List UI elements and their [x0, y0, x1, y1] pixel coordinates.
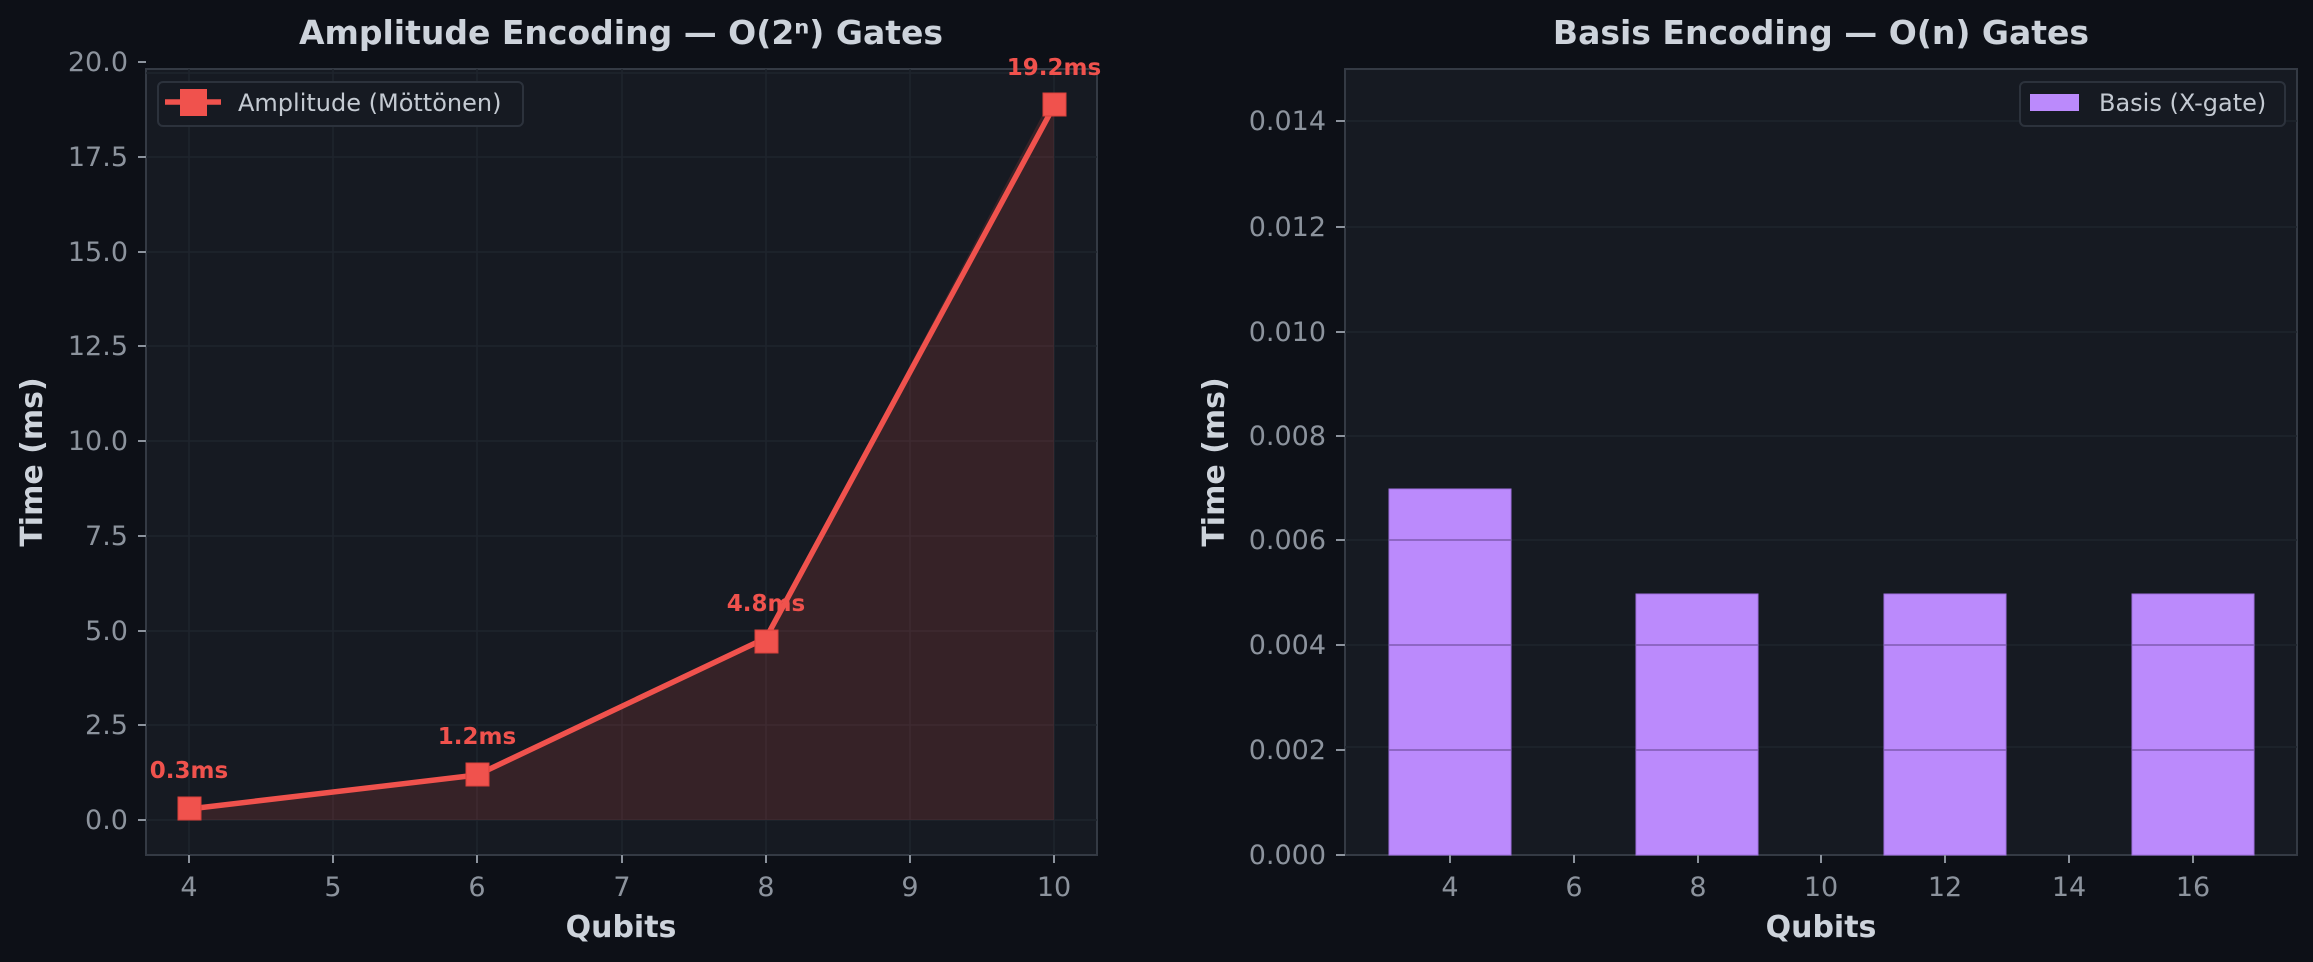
svg-text:0.3ms: 0.3ms [150, 758, 228, 784]
svg-text:8: 8 [757, 872, 774, 903]
svg-text:7: 7 [613, 872, 630, 903]
legend-square-icon [180, 89, 207, 116]
x-axis-label: Qubits [566, 910, 677, 945]
svg-text:6: 6 [468, 872, 485, 903]
bar-4 [1388, 488, 1512, 856]
amplitude-line [188, 104, 1057, 812]
x-axis-label: Qubits [1766, 910, 1877, 945]
bar-16 [2131, 593, 2255, 856]
svg-text:12.5: 12.5 [68, 331, 128, 362]
y-tick-labels: 0.0 2.5 5.0 7.5 10.0 12.5 15.0 17.5 20.0 [68, 47, 128, 836]
bar-8 [1635, 593, 1759, 856]
svg-text:4: 4 [1441, 872, 1458, 903]
legend: Amplitude (Möttönen) [157, 81, 524, 127]
svg-text:17.5: 17.5 [68, 142, 128, 173]
svg-text:10.0: 10.0 [68, 426, 128, 457]
amplitude-chart: Amplitude Encoding — O(2ⁿ) Gates [15, 13, 1101, 945]
svg-text:0.014: 0.014 [1249, 106, 1326, 137]
svg-text:0.004: 0.004 [1249, 630, 1326, 661]
svg-text:0.000: 0.000 [1249, 840, 1326, 871]
marker-6 [465, 762, 490, 787]
bar-12 [1883, 593, 2007, 856]
x-tick-marks [1449, 855, 2194, 863]
svg-text:6: 6 [1565, 872, 1582, 903]
chart-title: Amplitude Encoding — O(2ⁿ) Gates [299, 13, 943, 52]
svg-text:0.002: 0.002 [1249, 735, 1326, 766]
svg-text:0.0: 0.0 [85, 805, 128, 836]
value-annotations: 0.3ms 1.2ms 4.8ms 19.2ms [150, 55, 1101, 784]
svg-text:15.0: 15.0 [68, 237, 128, 268]
svg-text:5: 5 [324, 872, 341, 903]
svg-text:10: 10 [1037, 872, 1071, 903]
marker-4 [177, 796, 202, 821]
svg-text:19.2ms: 19.2ms [1007, 55, 1101, 81]
bar-grid-overlay [1389, 539, 2254, 751]
x-tick-labels: 4 5 6 7 8 9 10 [180, 872, 1071, 903]
svg-text:0.006: 0.006 [1249, 525, 1326, 556]
svg-text:12: 12 [1928, 872, 1962, 903]
legend-label: Amplitude (Möttönen) [238, 89, 501, 117]
svg-text:2.5: 2.5 [85, 710, 128, 741]
y-tick-labels: 0.000 0.002 0.004 0.006 0.008 0.010 0.01… [1249, 106, 1326, 871]
svg-text:0.010: 0.010 [1249, 317, 1326, 348]
y-axis-label: Time (ms) [1197, 377, 1232, 546]
svg-text:8: 8 [1689, 872, 1706, 903]
basis-chart: Basis Encoding — O(n) Gates [1197, 13, 2298, 945]
svg-text:4.8ms: 4.8ms [727, 591, 805, 617]
x-tick-marks [188, 855, 1055, 863]
legend-label: Basis (X-gate) [2099, 89, 2266, 117]
svg-text:5.0: 5.0 [85, 616, 128, 647]
svg-text:10: 10 [1804, 872, 1838, 903]
chart-title: Basis Encoding — O(n) Gates [1553, 13, 2089, 52]
svg-text:16: 16 [2176, 872, 2210, 903]
svg-text:1.2ms: 1.2ms [438, 724, 516, 750]
svg-text:0.008: 0.008 [1249, 421, 1326, 452]
legend-box [157, 81, 524, 127]
svg-text:9: 9 [901, 872, 918, 903]
x-tick-labels: 4 6 8 10 12 14 16 [1441, 872, 2210, 903]
legend-box [2019, 81, 2286, 127]
legend: Basis (X-gate) [2019, 81, 2286, 127]
grid-lines [146, 69, 1097, 855]
marker-10 [1042, 92, 1067, 117]
legend-swatch-icon [2030, 94, 2079, 111]
y-axis-label: Time (ms) [15, 377, 50, 546]
svg-text:0.012: 0.012 [1249, 212, 1326, 243]
svg-text:20.0: 20.0 [68, 47, 128, 78]
area-fill [189, 93, 1054, 820]
y-tick-marks [138, 61, 146, 821]
svg-text:4: 4 [180, 872, 197, 903]
svg-text:7.5: 7.5 [85, 521, 128, 552]
y-tick-marks [1336, 120, 1345, 856]
data-markers [177, 92, 1067, 821]
marker-8 [754, 629, 779, 654]
bars [1388, 488, 2255, 856]
svg-text:14: 14 [2052, 872, 2086, 903]
